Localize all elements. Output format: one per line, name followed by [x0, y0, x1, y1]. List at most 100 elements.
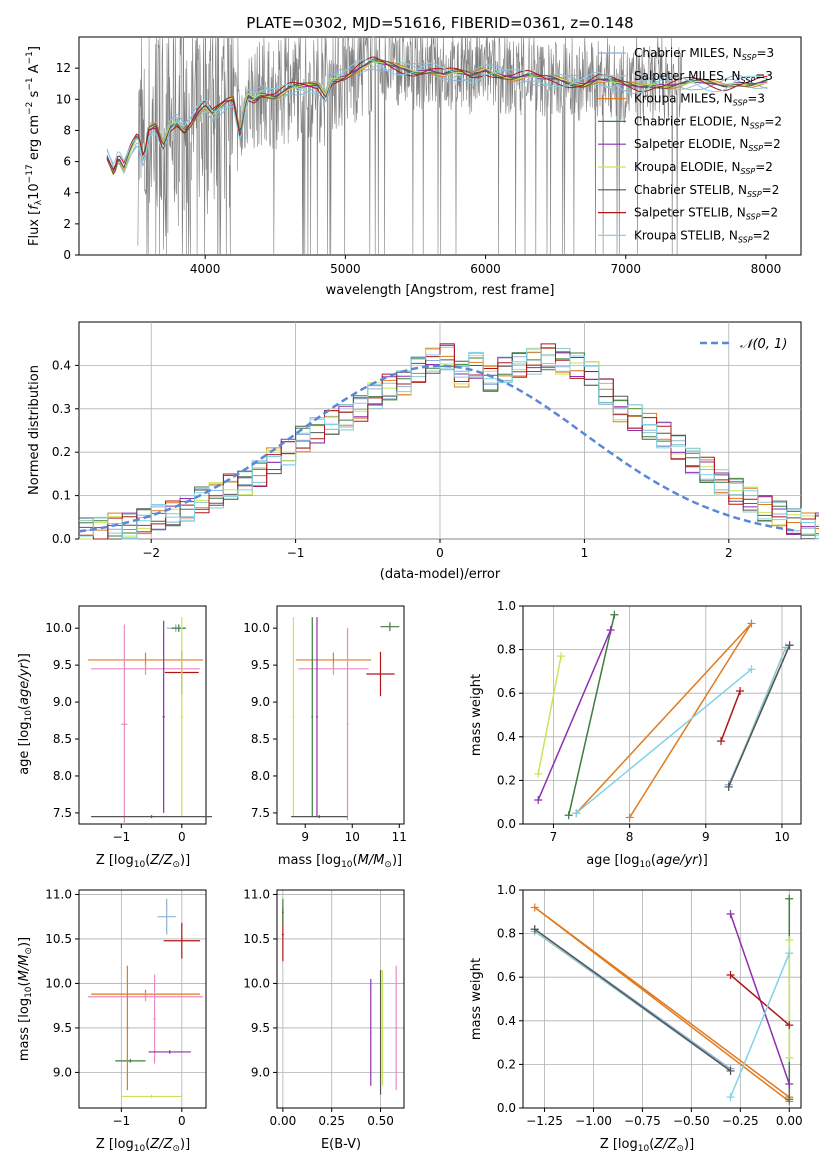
spectrum-xlabel: wavelength [Angstrom, rest frame] [326, 283, 555, 298]
y-tick-label: 8.0 [251, 769, 270, 783]
y-tick-label: 10.0 [243, 976, 270, 990]
legend-label: Kroupa ELODIE, NSSP=2 [634, 160, 773, 176]
x-tick-label: 1 [581, 546, 589, 560]
age-vs-mass-xlabel: mass [log10(M/M⊙)] [278, 853, 402, 870]
spectrum-data [106, 36, 768, 256]
spectrum-ticks: 4000 5000 6000 7000 8000 0 2 4 6 8 10 12 [56, 61, 782, 276]
histogram-step [79, 352, 819, 539]
age-vs-mass-panel: 9 10 11 7.5 8.0 8.5 9.0 9.5 10.0 [243, 605, 407, 844]
spectrum-axes-frame [78, 36, 802, 256]
ssp-marker [564, 811, 573, 820]
x-tick-label: 9 [702, 830, 710, 844]
axes-frame [78, 605, 207, 825]
spectrum-legend: Chabrier MILES, NSSP=3 Salpeter MILES, NS… [598, 46, 782, 244]
observed-spectrum [137, 36, 682, 256]
ssp-marker [610, 610, 619, 619]
histogram-step [79, 348, 819, 540]
ssp-marker [530, 925, 539, 934]
x-tick-label: −1 [112, 830, 130, 844]
legend-label: Salpeter MILES, NSSP=3 [634, 69, 773, 85]
y-tick-label: 0.2 [52, 445, 71, 459]
mass-vs-metallicity-panel: −1 0 9.0 9.5 10.0 10.5 11.0 [45, 887, 207, 1128]
x-tick-label: 0.00 [776, 1114, 803, 1128]
y-tick-label: 8.5 [251, 732, 270, 746]
ssp-marker [724, 782, 733, 791]
y-tick-label: 10.0 [45, 621, 72, 635]
ssp-line [729, 913, 791, 1085]
x-tick-label: 6000 [470, 262, 501, 276]
ssp-marker [534, 796, 543, 805]
age-vs-Z-xlabel: Z [log10(Z/Z⊙)] [96, 853, 190, 870]
ssp-marker [785, 1095, 794, 1104]
x-tick-label: −0.75 [624, 1114, 661, 1128]
y-tick-label: 9.5 [251, 658, 270, 672]
ssp-marker [785, 936, 794, 945]
y-tick-label: 0.2 [497, 773, 516, 787]
y-tick-label: 7.5 [53, 806, 72, 820]
y-tick-label: 0.2 [497, 1057, 516, 1071]
ssp-marker [785, 894, 794, 903]
massweight-vs-metallicity-panel: −1.25 −1.00 −0.75 −0.50 −0.25 0.00 0.0 0.2 0.4 0.… [497, 883, 803, 1128]
y-tick-label: 0.1 [52, 489, 71, 503]
gaussian-curve [78, 364, 799, 533]
y-tick-label: 9.0 [251, 1065, 270, 1079]
residual-histogram-panel: −2 −1 0 1 2 0.0 0.1 0.2 0.3 0.4 𝒩(0, 1) (data-mod… [27, 321, 819, 582]
y-tick-label: 2 [63, 217, 71, 231]
legend-label: Chabrier STELIB, NSSP=2 [634, 183, 779, 199]
y-tick-label: 0.8 [497, 643, 516, 657]
age-vs-metallicity-panel: −1 0 7.5 8.0 8.5 9.0 9.5 10.0 [45, 605, 213, 844]
x-tick-label: 0 [178, 830, 186, 844]
x-tick-label: 4000 [190, 262, 221, 276]
y-tick-label: 0.6 [497, 686, 516, 700]
histogram-ylabel: Normed distribution [27, 365, 42, 495]
x-tick-label: −0.50 [673, 1114, 710, 1128]
y-tick-label: 6 [63, 155, 71, 169]
x-tick-label: 7 [550, 830, 558, 844]
y-tick-label: 9.0 [53, 695, 72, 709]
x-tick-label: 0 [178, 1114, 186, 1128]
y-tick-label: 0.0 [52, 532, 71, 546]
y-tick-label: 0 [63, 248, 71, 262]
mass-vs-ebv-xlabel: E(B-V) [321, 1137, 361, 1152]
x-tick-label: −1 [112, 1114, 130, 1128]
model-curve [106, 56, 768, 171]
ssp-line [730, 974, 790, 1026]
y-tick-label: 0.8 [497, 927, 516, 941]
y-tick-label: 9.5 [251, 1021, 270, 1035]
x-tick-label: 5000 [330, 262, 361, 276]
legend-label: Chabrier ELODIE, NSSP=2 [634, 114, 782, 130]
ssp-line [534, 906, 790, 1103]
ssp-marker [785, 1021, 794, 1030]
massweight-age-xlabel: age [log10(age/yr)] [586, 853, 708, 870]
ssp-marker [736, 687, 745, 696]
y-tick-label: 0.6 [497, 970, 516, 984]
massweight-vs-age-panel: 7 8 9 10 0.0 0.2 0.4 0.6 0.8 1.0 [497, 599, 802, 844]
x-tick-label: −1.00 [575, 1114, 612, 1128]
x-tick-label: −2 [142, 546, 160, 560]
x-tick-label: −1.25 [526, 1114, 563, 1128]
ssp-marker [572, 809, 581, 818]
ssp-line [575, 622, 753, 818]
histogram-step [79, 346, 819, 540]
axes-frame [78, 889, 207, 1109]
x-tick-label: 10 [345, 830, 360, 844]
axes-frame [276, 889, 405, 1109]
x-tick-label: 10 [774, 830, 789, 844]
ssp-line [729, 952, 790, 1098]
ssp-line [534, 928, 731, 1072]
y-tick-label: 9.0 [53, 1065, 72, 1079]
ssp-marker [606, 625, 615, 634]
ssp-marker [530, 903, 539, 912]
legend-label: Kroupa STELIB, NSSP=2 [634, 228, 770, 244]
y-tick-label: 10.5 [45, 932, 72, 946]
x-tick-label: −0.25 [722, 1114, 759, 1128]
age-vs-Z-ylabel: age [log10(age/yr)] [17, 653, 34, 775]
spectrum-panel: 4000 5000 6000 7000 8000 0 2 4 6 8 10 12 Chabrier M… [25, 36, 802, 298]
massweight-Z-xlabel: Z [log10(Z/Z⊙)] [600, 1137, 694, 1154]
x-tick-label: 0.00 [270, 1114, 297, 1128]
spectrum-ylabel: Flux [fλ10−17 erg cm−2 s−1 A−1] [25, 46, 44, 246]
ssp-marker [726, 971, 735, 980]
y-tick-label: 11.0 [45, 887, 72, 901]
x-tick-label: −1 [287, 546, 305, 560]
